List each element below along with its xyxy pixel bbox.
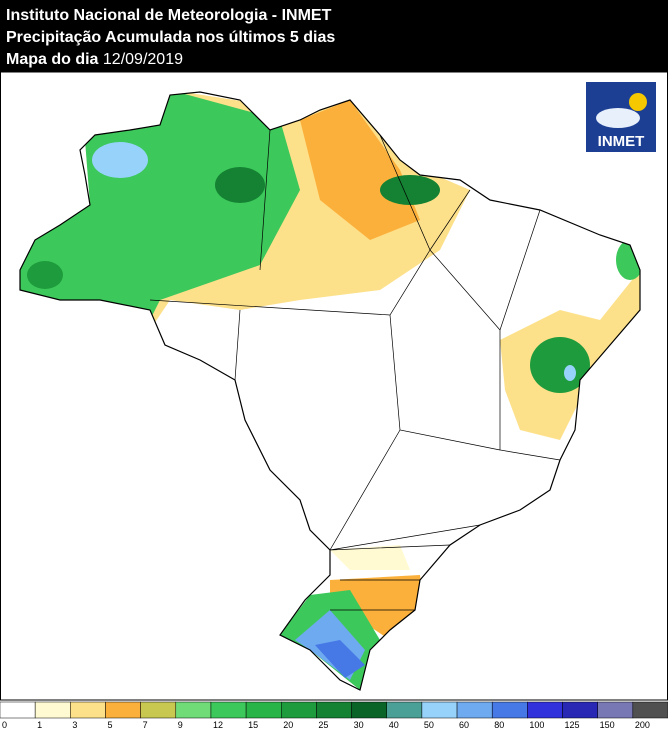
legend-label: 9	[178, 720, 183, 730]
legend-swatch	[105, 701, 141, 719]
legend-swatch	[527, 701, 563, 719]
legend-label: 25	[318, 720, 328, 730]
legend-label: 60	[459, 720, 469, 730]
map-label: Mapa do dia	[6, 51, 99, 68]
legend-swatch	[562, 701, 598, 719]
legend-swatch	[140, 701, 177, 719]
legend-swatch	[34, 701, 71, 719]
logo-cloud	[596, 108, 640, 128]
legend-label: 125	[565, 720, 580, 730]
legend-swatch	[456, 701, 493, 719]
header-band	[0, 0, 668, 72]
field-orange	[300, 100, 420, 240]
logo-sun	[629, 93, 647, 111]
legend-swatch	[421, 701, 458, 719]
legend-label: 12	[213, 720, 223, 730]
legend-label: 0	[2, 720, 7, 730]
legend-label: 15	[248, 720, 258, 730]
field-blue	[564, 365, 576, 381]
header-institute: Instituto Nacional de Meteorologia - INM…	[6, 7, 332, 24]
legend-label: 7	[143, 720, 148, 730]
legend-swatch	[175, 701, 212, 719]
legend-swatch	[281, 701, 317, 719]
legend-swatch	[245, 701, 282, 719]
legend-swatch	[0, 701, 36, 719]
legend-label: 30	[354, 720, 364, 730]
field-green	[27, 261, 63, 289]
legend-label: 5	[107, 720, 112, 730]
legend-swatch	[351, 701, 387, 719]
legend-label: 150	[600, 720, 615, 730]
field-dark-green	[380, 175, 440, 205]
field-dark-green	[215, 167, 265, 203]
legend-swatch	[491, 701, 528, 719]
header-date-line: Mapa do dia 12/09/2019	[6, 51, 183, 68]
legend-swatch	[632, 701, 668, 719]
logo-text: INMET	[598, 133, 645, 150]
state-borders	[149, 129, 561, 611]
legend-swatch	[597, 701, 634, 719]
legend-label: 100	[529, 720, 544, 730]
legend-swatch	[210, 701, 247, 719]
legend-label: 200	[635, 720, 650, 730]
map-date: 12/09/2019	[103, 51, 183, 68]
field-green	[20, 92, 300, 320]
legend: 0 1 3 5 7 9 12 15 20 25 30 40 50 60 80 100 125 150 200	[0, 701, 668, 730]
header-product: Precipitação Acumulada nos últimos 5 dia…	[6, 29, 335, 46]
legend-label: 3	[72, 720, 77, 730]
legend-label: 40	[389, 720, 399, 730]
field-green	[530, 337, 590, 393]
field-blue	[92, 142, 148, 178]
field-cream	[330, 545, 410, 570]
legend-swatch	[316, 701, 352, 719]
legend-label: 1	[37, 720, 42, 730]
legend-swatch	[386, 701, 423, 719]
legend-swatch	[70, 701, 106, 719]
legend-label: 80	[494, 720, 504, 730]
legend-label: 20	[283, 720, 293, 730]
field-dark-blue	[315, 640, 365, 678]
legend-label: 50	[424, 720, 434, 730]
